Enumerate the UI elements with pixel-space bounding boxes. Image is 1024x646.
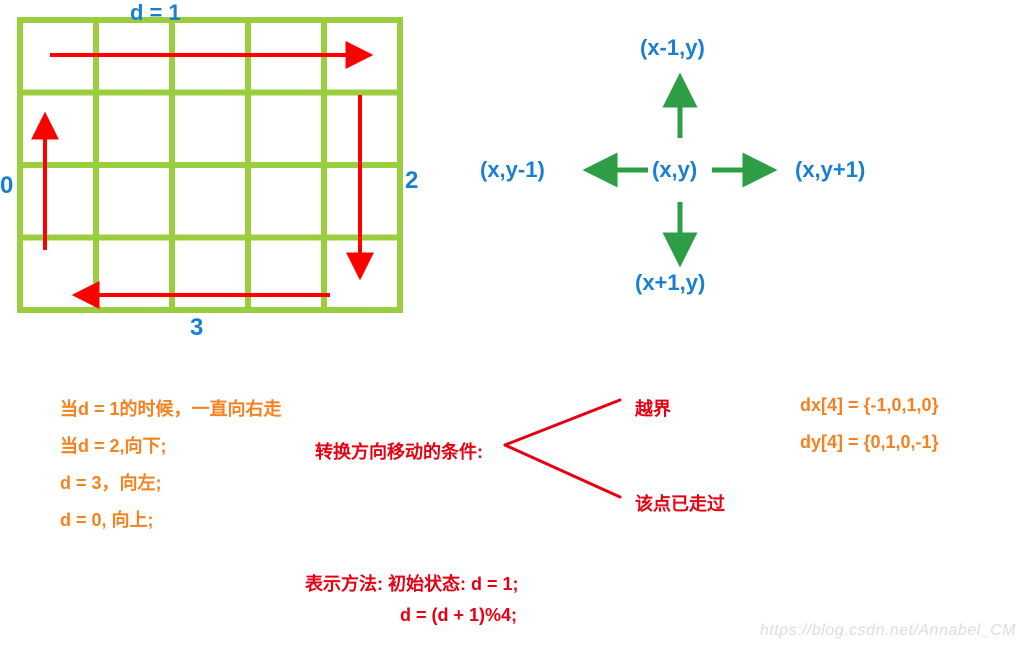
- condition-branch2: 该点已走过: [635, 490, 725, 516]
- compass-down: (x+1,y): [635, 270, 705, 296]
- method-line-1: d = (d + 1)%4;: [400, 605, 517, 626]
- rule-line-0: 当d = 1的时候，一直向右走: [60, 395, 282, 421]
- grid-label-left: 0: [0, 172, 13, 200]
- compass-center: (x,y): [652, 157, 697, 183]
- rule-line-1: 当d = 2,向下;: [60, 432, 167, 458]
- rule-line-2: d = 3，向左;: [60, 469, 162, 495]
- grid-label-top: d = 1: [130, 0, 181, 26]
- grid-label-bottom: 3: [190, 314, 203, 342]
- compass-right: (x,y+1): [795, 157, 865, 183]
- watermark: https://blog.csdn.net/Annabel_CM: [760, 622, 1016, 640]
- dxdy-line-0: dx[4] = {-1,0,1,0}: [800, 395, 939, 416]
- diagram-svg: [0, 0, 1024, 646]
- grid: [20, 20, 400, 310]
- condition-branch1: 越界: [635, 395, 671, 421]
- rule-line-3: d = 0, 向上;: [60, 506, 154, 532]
- condition-fork: [505, 400, 620, 497]
- grid-label-right: 2: [405, 167, 418, 195]
- dxdy-line-1: dy[4] = {0,1,0,-1}: [800, 432, 939, 453]
- compass-up: (x-1,y): [640, 35, 705, 61]
- method-line-0: 表示方法: 初始状态: d = 1;: [305, 570, 519, 596]
- compass-left: (x,y-1): [480, 157, 545, 183]
- condition-title: 转换方向移动的条件:: [315, 438, 483, 464]
